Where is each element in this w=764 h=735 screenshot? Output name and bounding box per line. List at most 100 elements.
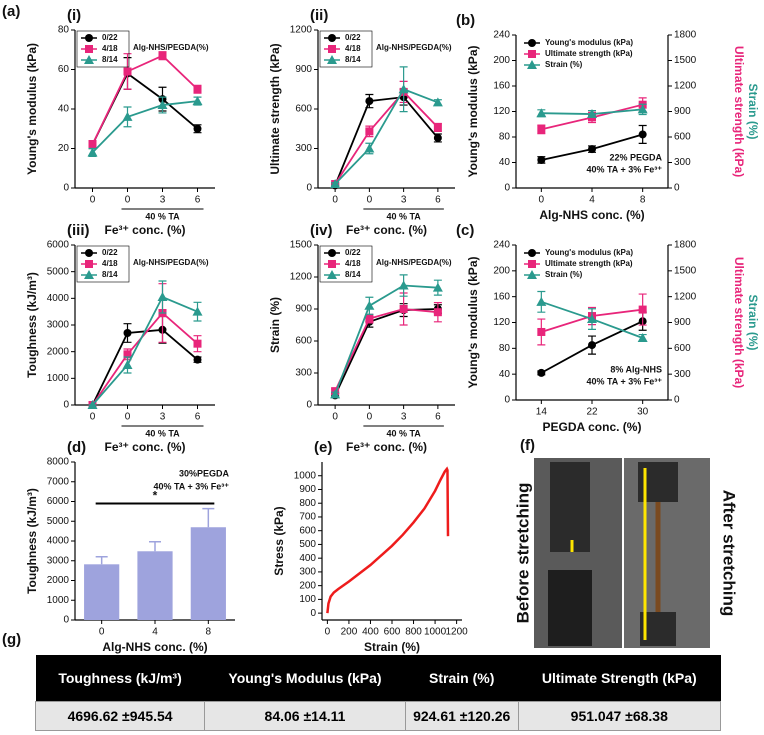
x-tick-label: 3 xyxy=(401,412,407,423)
marker xyxy=(637,104,648,114)
legend-label: Young's modulus (kPa) xyxy=(545,38,633,47)
marker xyxy=(328,34,336,42)
series-line xyxy=(334,308,438,396)
marker xyxy=(528,249,536,257)
y-tick-label: 1000 xyxy=(294,470,317,481)
marker xyxy=(587,314,597,324)
x-tick-label: 6 xyxy=(435,195,441,206)
marker xyxy=(330,179,341,189)
y-tick-label: 200 xyxy=(493,265,510,276)
significance: * xyxy=(153,489,158,503)
y-axis-label: Young's modulus (kPa) xyxy=(466,257,480,389)
series-line xyxy=(91,100,198,154)
clamp xyxy=(550,462,590,552)
x-tick-label: 3 xyxy=(160,195,166,206)
x-tick-label: 4 xyxy=(152,627,158,638)
x-tick-label: 1200 xyxy=(445,627,468,638)
y-tick-label: 240 xyxy=(493,30,510,41)
x-tick-label: 0 xyxy=(332,195,338,206)
marker xyxy=(193,339,202,348)
y-tick-label: 600 xyxy=(295,336,312,347)
marker xyxy=(637,333,648,342)
x-tick-label: 22 xyxy=(586,407,598,418)
series-line xyxy=(334,284,438,395)
legend-label: Ultimate strength (kPa) xyxy=(545,49,633,58)
y-axis-label: Toughness (kJ/m³) xyxy=(25,272,39,378)
marker xyxy=(432,97,443,107)
y2-tick-label: 0 xyxy=(674,183,680,194)
y-tick-label: 2000 xyxy=(47,346,70,357)
y2-tick-label: 300 xyxy=(674,157,691,168)
table-header: Young's Modulus (kPa) xyxy=(204,655,406,702)
annotation: 8% Alg-NHS xyxy=(610,364,662,374)
bracket-label: 40 % TA xyxy=(386,211,421,221)
marker xyxy=(192,96,203,106)
table-cell: 924.61 ±120.26 xyxy=(404,701,519,731)
clamp xyxy=(548,570,592,646)
bracket-label: 40 % TA xyxy=(145,428,180,438)
y-tick-label: 100 xyxy=(299,594,316,605)
x-tick-label: 600 xyxy=(384,627,401,638)
legend-title: Alg-NHS/PEGDA(%) xyxy=(133,43,209,52)
summary-table: Toughness (kJ/m³) Young's Modulus (kPa) St… xyxy=(34,655,722,731)
y2-tick-label: 600 xyxy=(674,343,691,354)
y-tick-label: 200 xyxy=(493,55,510,66)
series-line xyxy=(91,295,198,406)
y-tick-label: 400 xyxy=(299,553,316,564)
x-tick-label: 800 xyxy=(405,627,422,638)
x-tick-label: 0 xyxy=(367,412,373,423)
panel-label: (ii) xyxy=(310,7,328,24)
y-axis-label: Stress (kPa) xyxy=(272,506,286,575)
y2-axis-label: Ultimate strength (kPa) xyxy=(732,257,746,388)
marker xyxy=(123,329,132,337)
table-header: Ultimate Strength (kPa) xyxy=(518,655,721,702)
marker xyxy=(193,124,202,133)
marker xyxy=(638,130,647,139)
marker xyxy=(536,108,547,118)
y-tick-label: 300 xyxy=(295,143,312,154)
y2-tick-label: 1500 xyxy=(674,55,697,66)
x-tick-label: 0 xyxy=(99,627,105,638)
marker xyxy=(527,270,537,279)
marker xyxy=(123,67,132,76)
marker xyxy=(365,127,374,136)
bracket-label: 40 % TA xyxy=(386,428,421,438)
marker xyxy=(85,249,93,257)
panel-label: (g) xyxy=(2,631,21,648)
y-tick-label: 20 xyxy=(58,143,70,154)
y-tick-label: 500 xyxy=(299,539,316,550)
x-tick-label: 3 xyxy=(160,412,166,423)
y-tick-label: 1000 xyxy=(47,595,70,606)
table-header: Strain (%) xyxy=(405,655,519,702)
legend-label: Strain (%) xyxy=(545,60,583,69)
y-tick-label: 120 xyxy=(493,317,510,328)
legend-label: 4/18 xyxy=(345,259,361,268)
series-line xyxy=(334,88,439,185)
marker xyxy=(398,280,409,290)
y-axis-label: Strain (%) xyxy=(268,297,282,353)
y-tick-label: 700 xyxy=(299,512,316,523)
y-tick-label: 0 xyxy=(504,395,510,406)
series-line xyxy=(91,328,199,406)
y-tick-label: 800 xyxy=(299,498,316,509)
panel-label: (c) xyxy=(456,222,474,239)
y2-tick-label: 600 xyxy=(674,132,691,143)
legend-label: Ultimate strength (kPa) xyxy=(545,259,633,268)
x-tick-label: 0 xyxy=(332,412,338,423)
y-tick-label: 6000 xyxy=(47,496,70,507)
error-bar xyxy=(202,507,215,528)
annotation: 40% TA + 3% Fe³⁺ xyxy=(586,164,662,174)
legend-label: 0/22 xyxy=(102,33,118,42)
marker xyxy=(328,45,336,53)
series-line xyxy=(326,466,450,614)
marker xyxy=(364,300,375,310)
marker xyxy=(330,389,341,399)
y-tick-label: 0 xyxy=(63,400,69,411)
series-line xyxy=(334,90,439,185)
y-tick-label: 80 xyxy=(58,25,70,36)
bar xyxy=(190,527,226,620)
x-tick-label: 8 xyxy=(206,627,212,638)
y-tick-label: 40 xyxy=(499,157,511,168)
series-line xyxy=(91,54,199,145)
photo-label: After stretching xyxy=(720,490,739,617)
